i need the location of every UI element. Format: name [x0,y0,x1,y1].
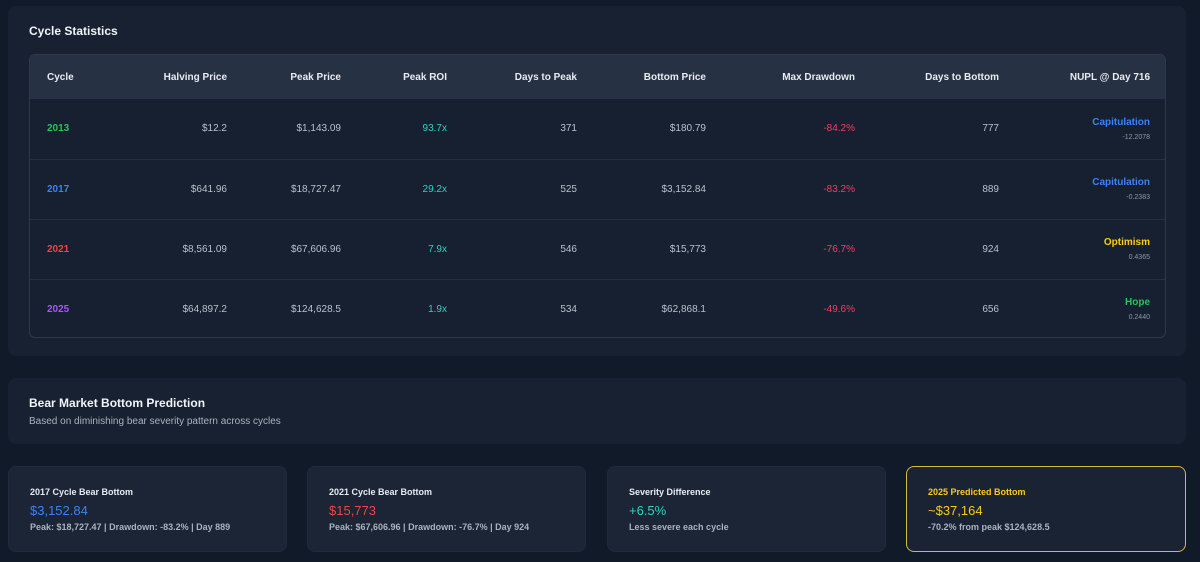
column-header-peak-roi[interactable]: Peak ROI [403,71,447,83]
card-2017-bear-bottom: 2017 Cycle Bear Bottom $3,152.84 Peak: $… [8,466,287,552]
column-header-max-drawdown[interactable]: Max Drawdown [782,71,855,83]
days-to-bottom-cell: 656 [982,303,999,315]
bottom-price-cell: $3,152.84 [661,183,707,195]
table-row: 2021 $8,561.09 $67,606.96 7.9x 546 $15,7… [30,219,1165,279]
card-label: 2021 Cycle Bear Bottom [329,487,433,497]
days-to-peak-cell: 534 [560,303,577,315]
days-to-bottom-cell: 924 [982,243,999,255]
days-to-peak-cell: 525 [560,183,577,195]
panel-title: Bear Market Bottom Prediction [29,396,206,410]
card-detail: Peak: $18,727.47 | Drawdown: -83.2% | Da… [30,522,231,532]
halving-price-cell: $641.96 [190,183,227,195]
nupl-value: 0.2440 [1128,314,1150,322]
bottom-price-cell: $180.79 [669,123,706,135]
cycle-statistics-table: Cycle Halving Price Peak Price Peak ROI … [29,54,1166,338]
card-detail: Less severe each cycle [629,522,729,532]
days-to-bottom-cell: 889 [982,183,999,195]
column-header-days-to-peak[interactable]: Days to Peak [514,71,577,83]
cycle-cell: 2025 [47,303,70,315]
nupl-value: -0.2383 [1126,194,1150,201]
days-to-peak-cell: 546 [560,243,577,255]
nupl-value: 0.4365 [1128,254,1150,261]
card-detail: -70.2% from peak $124,628.5 [928,522,1050,532]
card-value: $15,773 [329,503,376,518]
column-header-peak-price[interactable]: Peak Price [290,71,341,83]
card-value: +6.5% [629,503,667,518]
max-drawdown-cell: -83.2% [823,183,855,195]
card-label: 2025 Predicted Bottom [928,487,1026,497]
halving-price-cell: $8,561.09 [182,243,228,255]
max-drawdown-cell: -84.2% [823,123,855,135]
days-to-peak-cell: 371 [560,123,577,135]
peak-price-cell: $124,628.5 [290,303,341,315]
halving-price-cell: $12.2 [201,123,227,135]
column-header-cycle[interactable]: Cycle [47,71,74,83]
nupl-label: Capitulation [1092,177,1150,188]
bear-market-prediction-panel: Bear Market Bottom Prediction Based on d… [8,378,1186,444]
column-header-nupl[interactable]: NUPL @ Day 716 [1069,71,1150,83]
max-drawdown-cell: -76.7% [823,243,855,255]
halving-price-cell: $64,897.2 [182,303,228,315]
cycle-statistics-panel: Cycle Statistics Cycle Halving Price Pea… [8,6,1186,356]
panel-title: Cycle Statistics [29,24,118,38]
nupl-label: Capitulation [1092,116,1150,128]
peak-price-cell: $67,606.96 [290,243,341,255]
nupl-cell: Optimism 0.4365 [999,219,1165,279]
nupl-cell: Hope 0.2440 [999,279,1165,337]
cycle-cell: 2021 [47,243,70,255]
table-row: 2025 $64,897.2 $124,628.5 1.9x 534 $62,8… [30,279,1165,337]
card-2021-bear-bottom: 2021 Cycle Bear Bottom $15,773 Peak: $67… [307,466,586,552]
card-label: Severity Difference [629,487,711,497]
column-header-days-to-bottom[interactable]: Days to Bottom [925,71,999,83]
card-severity-difference: Severity Difference +6.5% Less severe ea… [607,466,886,552]
card-value: $3,152.84 [30,503,88,518]
table-row: 2017 $641.96 $18,727.47 29.2x 525 $3,152… [30,159,1165,219]
column-header-halving-price[interactable]: Halving Price [163,71,227,83]
card-2025-predicted-bottom: 2025 Predicted Bottom ~$37,164 -70.2% fr… [906,466,1186,552]
peak-price-cell: $18,727.47 [290,183,341,195]
nupl-cell: Capitulation -12.2078 [999,99,1165,159]
nupl-label: Hope [1125,297,1150,309]
peak-price-cell: $1,143.09 [296,123,342,135]
bottom-price-cell: $15,773 [669,243,706,255]
cycle-cell: 2013 [47,123,70,135]
peak-roi-cell: 7.9x [428,243,447,255]
table-header-row: Cycle Halving Price Peak Price Peak ROI … [30,55,1165,99]
card-value: ~$37,164 [928,503,983,518]
bottom-price-cell: $62,868.1 [661,303,707,315]
days-to-bottom-cell: 777 [982,123,999,135]
nupl-label: Optimism [1103,237,1150,248]
max-drawdown-cell: -49.6% [823,303,855,315]
column-header-bottom-price[interactable]: Bottom Price [643,71,706,83]
cycle-cell: 2017 [47,183,70,195]
card-label: 2017 Cycle Bear Bottom [30,487,134,497]
peak-roi-cell: 93.7x [422,123,447,135]
peak-roi-cell: 29.2x [422,183,447,195]
card-detail: Peak: $67,606.96 | Drawdown: -76.7% | Da… [329,522,530,532]
nupl-value: -12.2078 [1122,133,1150,141]
nupl-cell: Capitulation -0.2383 [999,159,1165,219]
peak-roi-cell: 1.9x [428,303,447,315]
panel-subtitle: Based on diminishing bear severity patte… [29,416,281,427]
table-row: 2013 $12.2 $1,143.09 93.7x 371 $180.79 -… [30,99,1165,159]
